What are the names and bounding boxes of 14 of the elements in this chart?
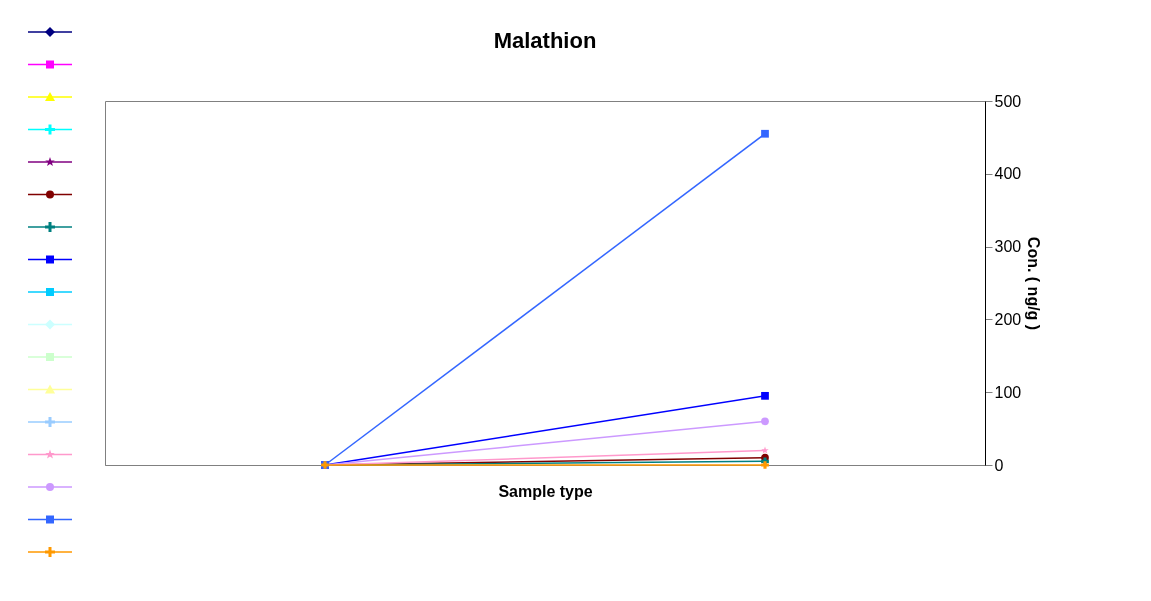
y-tick-label: 400 (994, 165, 1022, 183)
y-axis-title: Con. ( ng/g ) (1025, 236, 1043, 331)
point (761, 391, 769, 400)
y-tick-label: 200 (994, 310, 1022, 328)
y-tick-label: 0 (994, 456, 1004, 474)
chart-title: Malathion (493, 28, 597, 53)
point (761, 417, 769, 426)
point (761, 129, 769, 138)
y-tick-label: 300 (994, 238, 1022, 256)
x-axis-title: Sample type (498, 482, 593, 500)
point (761, 446, 769, 454)
y-tick-label: 500 (994, 92, 1022, 110)
point (761, 461, 769, 469)
y-tick-label: 100 (994, 383, 1022, 401)
